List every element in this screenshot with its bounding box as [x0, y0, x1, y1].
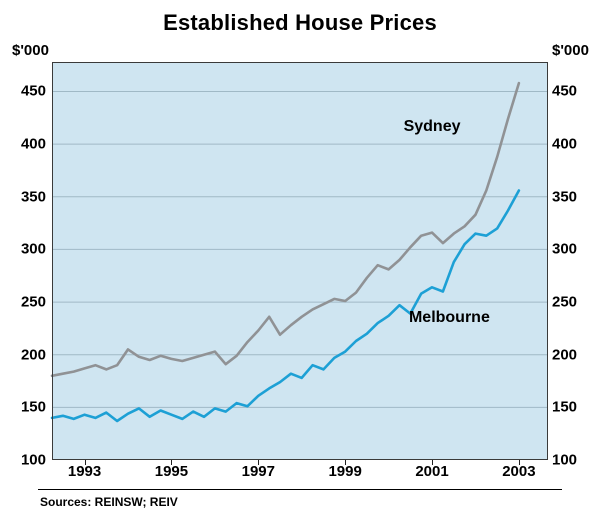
series-label-melbourne: Melbourne [408, 308, 490, 326]
x-axis-tick [171, 460, 173, 465]
y-axis-label-right: 350 [552, 188, 578, 206]
sydney-line [50, 81, 521, 378]
y-axis-label-right: 250 [552, 293, 578, 311]
y-axis-label-left: 350 [20, 188, 46, 206]
y-axis-label-right: 300 [552, 240, 578, 258]
y-axis-label-left: 450 [20, 82, 46, 100]
y-axis-label-left: 300 [20, 240, 46, 258]
chart-canvas [50, 62, 548, 460]
x-axis-label: 1997 [241, 463, 275, 480]
y-axis-label-left: 150 [20, 398, 46, 416]
x-axis-label: 1995 [154, 463, 189, 480]
y-axis-label-left: 100 [20, 451, 46, 469]
x-axis-tick [518, 460, 520, 465]
plot-area [50, 62, 548, 460]
x-axis-tick [345, 460, 347, 465]
plot-frame [52, 62, 548, 460]
y-axis-units-left: $'000 [12, 42, 49, 59]
x-axis-tick [84, 460, 86, 465]
y-axis-label-left: 250 [20, 293, 46, 311]
source-note: Sources: REINSW; REIV [40, 495, 178, 509]
series-label-sydney: Sydney [403, 118, 461, 136]
y-axis-label-left: 400 [20, 135, 46, 153]
x-axis-tick [258, 460, 260, 465]
x-axis-tick [432, 460, 434, 465]
y-axis-label-right: 150 [552, 398, 578, 416]
x-axis-label: 2003 [502, 463, 536, 480]
y-axis-units-right: $'000 [552, 42, 589, 59]
y-axis-label-right: 400 [552, 135, 578, 153]
melbourne-line [50, 189, 521, 423]
y-axis-label-left: 200 [20, 346, 46, 364]
y-axis-label-right: 450 [552, 82, 578, 100]
footer-rule [38, 489, 562, 490]
x-axis-label: 2001 [415, 463, 449, 480]
x-axis-label: 1999 [328, 463, 362, 480]
x-axis-label: 1993 [67, 463, 102, 480]
y-axis-label-right: 100 [552, 451, 578, 469]
chart-title: Established House Prices [163, 10, 437, 35]
y-axis-label-right: 200 [552, 346, 578, 364]
